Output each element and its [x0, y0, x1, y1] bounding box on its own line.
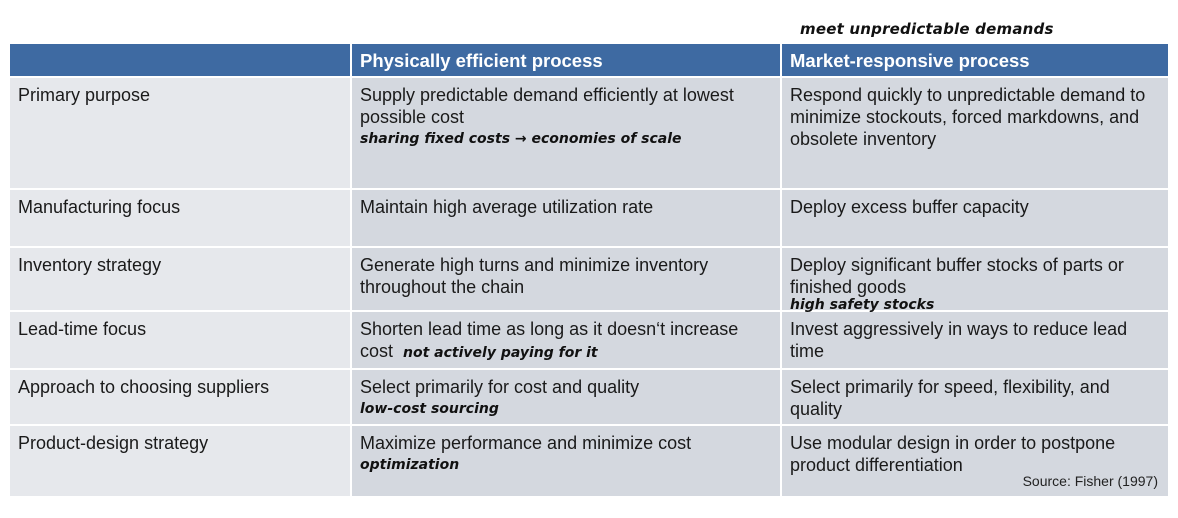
row-label: Manufacturing focus [10, 190, 352, 246]
header-efficient: Physically efficient process [352, 44, 782, 76]
row-label: Approach to choosing suppliers [10, 370, 352, 424]
efficient-cell: Select primarily for cost and quality lo… [352, 370, 782, 424]
header-empty [10, 44, 352, 76]
table-row: Manufacturing focus Maintain high averag… [10, 188, 1168, 246]
responsive-cell: Select primarily for speed, flexibility,… [782, 370, 1168, 424]
handwritten-note: high safety stocks [790, 297, 935, 313]
table-row: Primary purpose Supply predictable deman… [10, 76, 1168, 188]
header-responsive: Market-responsive process [782, 44, 1168, 76]
handwritten-note: low-cost sourcing [360, 401, 499, 417]
table-header-row: Physically efficient process Market-resp… [10, 44, 1168, 76]
efficient-cell: Maintain high average utilization rate [352, 190, 782, 246]
row-label: Primary purpose [10, 78, 352, 188]
row-label: Product-design strategy [10, 426, 352, 496]
responsive-cell: Deploy significant buffer stocks of part… [782, 248, 1168, 313]
table-row: Lead-time focus Shorten lead time as lon… [10, 310, 1168, 368]
efficient-cell: Shorten lead time as long as it doesn‘t … [352, 312, 782, 368]
table-row: Inventory strategy Generate high turns a… [10, 246, 1168, 313]
handwritten-note: sharing fixed costs → economies of scale [360, 131, 682, 147]
table-row: Approach to choosing suppliers Select pr… [10, 368, 1168, 424]
efficient-cell: Generate high turns and minimize invento… [352, 248, 782, 310]
handwritten-annotation-top: meet unpredictable demands [800, 20, 1054, 38]
handwritten-note: optimization [360, 457, 460, 473]
responsive-cell: Invest aggressively in ways to reduce le… [782, 312, 1168, 368]
table-row: Product-design strategy Maximize perform… [10, 424, 1168, 496]
comparison-table: Physically efficient process Market-resp… [10, 44, 1168, 496]
row-label: Lead-time focus [10, 312, 352, 368]
responsive-cell: Deploy excess buffer capacity [782, 190, 1168, 246]
responsive-cell: Respond quickly to unpredictable demand … [782, 78, 1168, 188]
responsive-cell: Use modular design in order to postpone … [782, 426, 1168, 496]
efficient-cell: Maximize performance and minimize cost o… [352, 426, 782, 496]
handwritten-note: not actively paying for it [403, 345, 598, 361]
row-label: Inventory strategy [10, 248, 352, 310]
efficient-cell: Supply predictable demand efficiently at… [352, 78, 782, 188]
source-citation: Source: Fisher (1997) [1022, 473, 1158, 489]
